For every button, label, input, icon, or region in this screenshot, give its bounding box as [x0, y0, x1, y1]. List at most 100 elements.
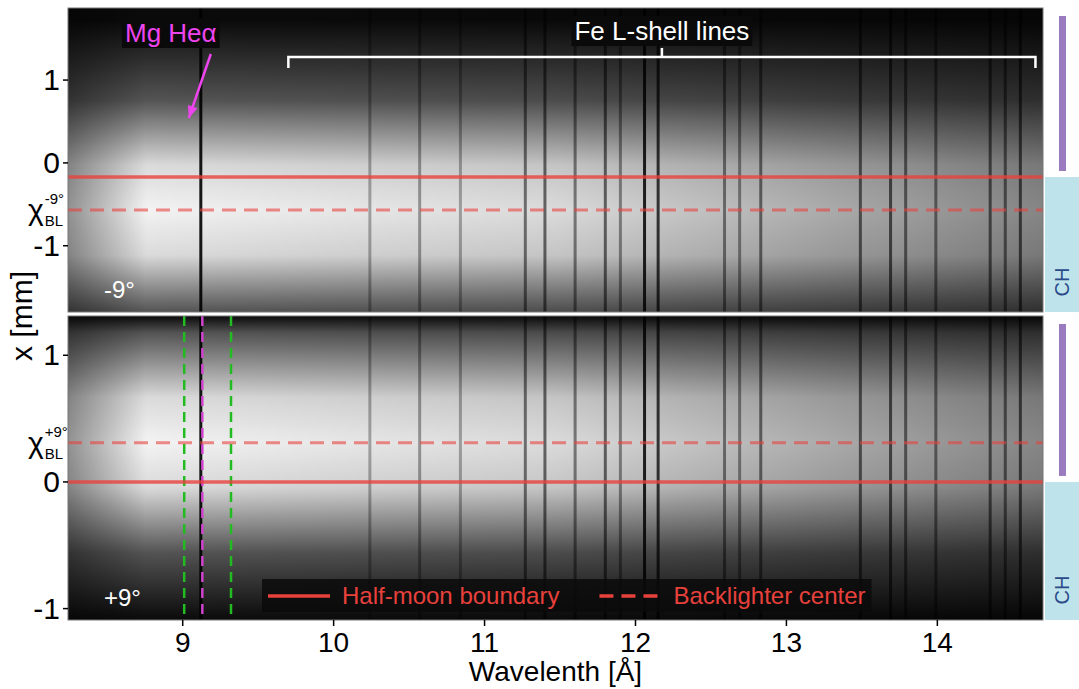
absorption-line — [199, 316, 202, 620]
plot-area — [68, 8, 1043, 312]
x-tick-label: 11 — [470, 627, 499, 658]
absorption-line — [989, 8, 992, 312]
legend-swatch — [268, 594, 330, 598]
absorption-line — [459, 316, 462, 620]
image-ground — [68, 8, 1043, 312]
chi-label: χ — [28, 426, 44, 459]
chi-sub: BL — [45, 445, 63, 462]
dim-overlay — [68, 316, 1043, 620]
label-patch — [122, 18, 220, 48]
x-tick — [786, 620, 788, 626]
reference-line — [68, 209, 1043, 212]
absorption-line — [604, 8, 607, 312]
absorption-line — [643, 8, 646, 312]
absorption-line — [904, 8, 907, 312]
image-ground — [68, 316, 1043, 620]
side-strip — [1045, 482, 1079, 620]
absorption-line — [368, 316, 371, 620]
y-tick — [63, 79, 68, 81]
legend-ground — [262, 579, 872, 612]
absorption-line — [459, 8, 462, 312]
side-bar — [1059, 324, 1066, 476]
panel-label: -9° — [104, 276, 135, 303]
x-tick — [484, 620, 486, 626]
absorption-line — [759, 316, 762, 620]
absorption-line — [723, 8, 726, 312]
side-label: CH — [1051, 576, 1073, 605]
annotation: Mg Heα — [125, 18, 217, 48]
bracket — [288, 48, 1035, 68]
arrow — [189, 54, 211, 118]
dim-overlay — [68, 8, 1043, 312]
plot-frame — [68, 316, 1043, 620]
marker-line — [183, 316, 186, 620]
absorption-line — [1004, 316, 1007, 620]
absorption-line — [1004, 8, 1007, 312]
absorption-line — [524, 8, 527, 312]
backlighter-band — [68, 316, 1043, 620]
side-strip — [1045, 177, 1079, 312]
x-tick-label: 12 — [620, 627, 651, 658]
x-tick-label: 13 — [771, 627, 802, 658]
absorption-line — [619, 8, 622, 312]
absorption-line — [418, 8, 421, 312]
x-tick — [937, 620, 939, 626]
absorption-line — [368, 8, 371, 312]
absorption-line — [604, 316, 607, 620]
absorption-line — [738, 316, 741, 620]
chi-sub: BL — [45, 212, 63, 229]
x-tick-label: 10 — [318, 627, 349, 658]
absorption-line — [619, 316, 622, 620]
absorption-line — [889, 8, 892, 312]
absorption-line — [543, 316, 546, 620]
absorption-line — [418, 316, 421, 620]
side-label: CH — [1051, 268, 1073, 297]
absorption-line — [859, 316, 862, 620]
label-patch — [571, 16, 752, 46]
reference-line — [68, 175, 1043, 179]
y-tick-label: 1 — [43, 63, 60, 96]
chi-sup: +9° — [45, 423, 68, 440]
absorption-line — [643, 316, 646, 620]
y-tick — [63, 355, 68, 357]
absorption-line — [199, 8, 202, 312]
x-axis-title: Wavelenth [Å] — [469, 656, 642, 687]
plot-frame — [68, 8, 1043, 312]
reference-line — [68, 480, 1043, 484]
absorption-line — [934, 316, 937, 620]
x-tick — [333, 620, 335, 626]
x-tick-label: 14 — [922, 627, 953, 658]
chi-sup: -9° — [45, 190, 64, 207]
y-tick — [63, 608, 68, 610]
y-tick — [63, 162, 68, 164]
y-tick-label: 0 — [43, 146, 60, 179]
y-tick-label: 1 — [43, 338, 60, 371]
absorption-line — [524, 316, 527, 620]
arrow-head — [188, 105, 198, 118]
reference-line — [68, 441, 1043, 444]
chi-label: χ — [28, 193, 44, 226]
absorption-line — [657, 316, 660, 620]
absorption-line — [904, 316, 907, 620]
legend-label: Half-moon boundary — [342, 582, 559, 609]
absorption-line — [934, 8, 937, 312]
figure: CH-101χBL-9°-9°x [mm]Mg HeαFe L-shell li… — [0, 0, 1079, 689]
absorption-line — [657, 8, 660, 312]
absorption-line — [543, 8, 546, 312]
x-tick — [635, 620, 637, 626]
y-tick-label: -1 — [33, 592, 60, 625]
absorption-line — [889, 316, 892, 620]
annotation: Fe L-shell lines — [574, 16, 749, 46]
x-tick-label: 9 — [175, 627, 191, 658]
side-bar — [1059, 16, 1066, 171]
absorption-line — [1019, 316, 1022, 620]
x-tick — [182, 620, 184, 626]
absorption-line — [759, 8, 762, 312]
marker-line — [230, 316, 233, 620]
marker-line — [201, 316, 204, 620]
absorption-line — [1019, 8, 1022, 312]
absorption-line — [574, 8, 577, 312]
absorption-line — [989, 316, 992, 620]
legend-label: Backlighter center — [673, 582, 865, 609]
absorption-line — [738, 8, 741, 312]
